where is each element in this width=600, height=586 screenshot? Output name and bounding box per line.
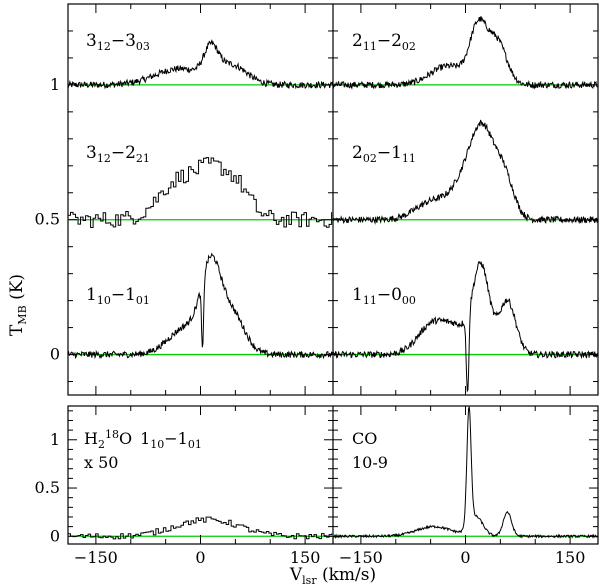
y-tick-label: 0 [50,526,60,545]
y-tick-label: 0 [50,345,60,364]
spectrum-p4 [332,119,599,225]
label-2_02-1_11: 202−111 [352,143,416,165]
label-h2-18o: H218O 110−101 [84,428,202,451]
x-tick-label: −150 [74,548,118,567]
y-axis-label: TMB (K) [7,274,29,336]
label-1_10-1_01: 110−101 [86,285,150,307]
x-tick-label: −150 [339,548,383,567]
tick-labels: −150 0 150 −150 0 150 0 0.5 1 0 0.5 1 [35,75,586,567]
x-tick-label: 150 [555,548,586,567]
x-axis-label: Vlsr (km/s) [289,565,376,586]
spectrum-p2 [332,15,599,90]
label-3_12-3_03: 312−303 [86,31,150,53]
y-tick-label: 1 [50,430,60,449]
y-tick-label: 1 [50,75,60,94]
x-tick-label: 0 [460,548,470,567]
label-scale-factor: x 50 [84,453,118,472]
spectra [67,15,599,540]
spectrum-p7 [68,516,333,540]
x-tick-label: 0 [195,548,205,567]
x-tick-label: 150 [290,548,321,567]
spectrum-p6 [332,261,599,393]
label-co-transition: 10-9 [352,453,388,472]
y-tick-label: 0.5 [35,478,60,497]
label-co: CO [352,429,377,448]
spectrum-p5 [67,252,334,360]
label-2_11-2_02: 211−202 [352,31,416,53]
ticks [68,3,598,544]
spectrum-p3 [68,157,333,228]
label-1_11-0_00: 111−000 [352,285,416,307]
spectrum-p8 [332,406,599,540]
label-3_12-2_21: 312−221 [86,143,150,165]
spectrum-p1 [67,38,334,90]
y-tick-label: 0.5 [35,210,60,229]
